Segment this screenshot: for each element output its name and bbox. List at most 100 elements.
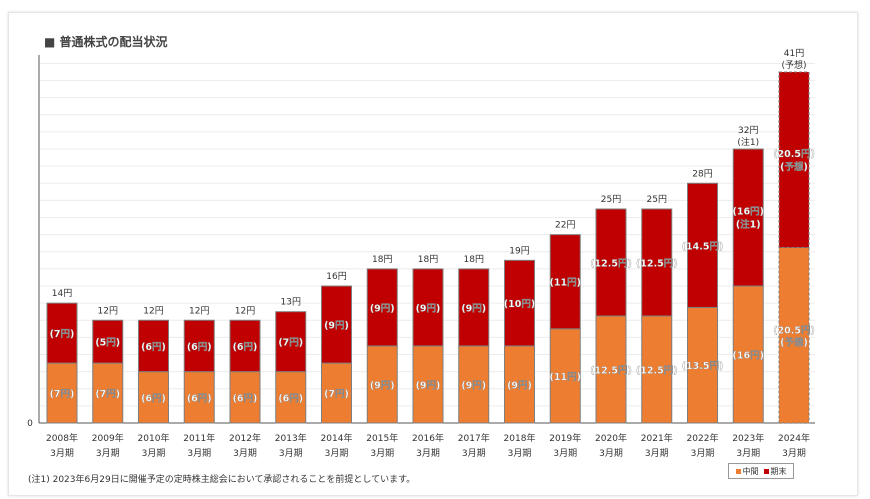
bar-yearend [778,71,810,248]
yearend-label: (9円) [461,303,486,314]
x-tick-year: 2010年 [138,432,170,444]
yearend-label: (20.5円) [773,149,815,160]
total-label: 28円 [692,168,712,179]
x-tick-period: 3月期 [736,448,760,459]
x-tick-period: 3月期 [645,448,669,459]
interim-label: (16円) [733,351,764,362]
yearend-label: (7円) [278,338,303,349]
yearend-label: (14.5円) [682,241,724,252]
bar-yearend [321,285,352,364]
bar-interim [92,362,124,424]
bar-yearend [366,268,398,347]
x-tick-year: 2014年 [321,432,353,444]
interim-label: (7円) [50,389,75,400]
total-label: 22円 [555,220,575,231]
interim-label: (12.5円) [636,365,678,376]
yearend-note: (予想) [780,161,808,173]
total-label: 18円 [372,254,392,265]
total-label: 14円 [52,288,72,299]
bar-yearend [595,208,627,317]
bar-yearend [46,302,78,364]
chart-title: ■ 普通株式の配当状況 [44,35,168,49]
x-tick-year: 2020年 [595,432,627,444]
legend-item-yearend: 期末 [763,466,787,477]
total-label: 32円 [738,125,758,136]
interim-label: (20.5円) [773,325,815,336]
x-tick-period: 3月期 [96,448,120,459]
yearend-label: (10円) [504,299,535,310]
yearend-label: (16円) [733,207,764,218]
bar-yearend [275,311,307,373]
interim-label: (6円) [141,393,166,404]
x-tick-period: 3月期 [599,448,623,459]
total-label: 13円 [281,297,301,308]
yearend-label: (5円) [95,338,120,349]
x-tick-year: 2018年 [504,432,536,444]
total-note: (注1) [737,136,759,148]
yearend-label: (9円) [370,303,395,314]
interim-label: (11円) [550,372,581,383]
x-tick-period: 3月期 [416,448,440,459]
yearend-label: (6円) [233,342,258,353]
x-tick-year: 2008年 [46,432,78,444]
x-tick-period: 3月期 [233,448,257,459]
interim-label: (7円) [324,389,349,400]
bar-yearend [641,208,673,317]
y-tick-label: 0 [27,419,33,429]
bar-interim [183,371,215,424]
bar-yearend [138,319,169,373]
bar-yearend [687,182,718,308]
x-tick-period: 3月期 [50,448,74,459]
x-tick-period: 3月期 [782,448,806,459]
bar-yearend [92,319,124,364]
bar-interim [275,371,307,424]
total-note: (予想) [781,59,806,71]
x-tick-year: 2009年 [92,432,124,444]
bar-yearend [229,319,261,373]
total-label: 12円 [143,305,163,316]
x-tick-period: 3月期 [691,448,715,459]
x-tick-year: 2012年 [229,432,261,444]
interim-label: (9円) [370,380,395,391]
legend: 中間 期末 [728,463,794,479]
interim-label: (9円) [507,380,532,391]
x-tick-period: 3月期 [142,448,166,459]
bar-yearend [412,268,444,347]
total-label: 16円 [326,271,346,282]
x-tick-period: 3月期 [508,448,532,459]
x-tick-year: 2017年 [458,432,490,444]
total-label: 19円 [509,245,529,256]
bar-interim [229,371,261,424]
interim-label: (13.5円) [682,361,724,372]
yearend-label: (6円) [187,342,212,353]
bar-yearend [183,319,215,373]
bar-interim [549,328,581,424]
yearend-label: (11円) [550,278,581,289]
bar-interim [412,345,444,424]
interim-label: (6円) [187,393,212,404]
total-label: 25円 [647,194,667,205]
yearend-note: (注1) [736,219,761,231]
bar-yearend [504,259,535,347]
interim-label: (7円) [95,389,120,400]
interim-label: (12.5円) [590,365,632,376]
yearend-label: (9円) [416,303,441,314]
yearend-label: (12.5円) [636,258,678,269]
interim-label: (9円) [461,380,486,391]
bar-interim [46,362,78,424]
footnote: (注1) 2023年6月29日に開催予定の定時株主総会において承認されることを前… [28,475,416,485]
total-label: 25円 [601,194,621,205]
interim-label: (6円) [278,393,303,404]
bar-yearend [458,268,490,347]
bar-interim [458,345,490,424]
x-tick-period: 3月期 [462,448,486,459]
bar-yearend [549,234,581,330]
bar-interim [138,371,169,424]
interim-note: (予想) [780,336,808,348]
total-label: 12円 [189,305,209,316]
x-tick-year: 2016年 [412,432,444,444]
x-tick-period: 3月期 [553,448,577,459]
x-tick-period: 3月期 [325,448,349,459]
bar-interim [687,306,718,424]
